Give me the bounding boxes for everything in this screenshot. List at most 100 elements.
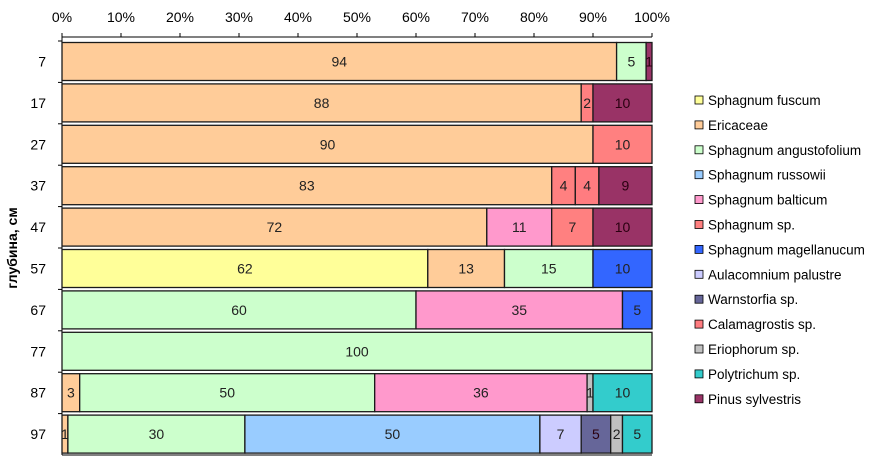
bar-segment — [61, 166, 553, 206]
bar-segment — [61, 83, 582, 123]
data-label: 11 — [512, 219, 527, 235]
bar-segment — [592, 248, 653, 289]
legend-label: Pinus sylvestris — [708, 392, 801, 407]
bar-segment — [621, 290, 653, 330]
legend-label: Ericaceae — [708, 118, 768, 133]
data-label: 2 — [613, 426, 621, 442]
data-label: 30 — [149, 426, 165, 442]
legend-swatch — [694, 319, 704, 329]
legend-label: Polytrichum sp. — [708, 367, 800, 382]
data-label: 72 — [267, 219, 283, 235]
legend-label: Sphagnum sp. — [708, 218, 795, 233]
data-label: 10 — [615, 261, 631, 277]
data-label: 10 — [615, 136, 631, 152]
legend-swatch — [694, 394, 704, 404]
data-label: 13 — [458, 261, 474, 277]
bar-segment — [79, 373, 376, 413]
data-label: 60 — [231, 302, 247, 318]
data-label: 9 — [622, 178, 630, 194]
y-tick-label: 27 — [30, 136, 46, 152]
bar-segment — [592, 83, 653, 123]
legend-label: Warnstorfia sp. — [708, 292, 798, 307]
data-label: 7 — [568, 219, 576, 235]
legend-swatch — [694, 244, 704, 254]
x-tick-label: 80% — [520, 9, 548, 25]
x-tick-label: 0% — [52, 9, 72, 25]
legend-swatch — [694, 145, 704, 155]
x-tick-label: 20% — [166, 9, 194, 25]
bar-segment — [592, 124, 653, 164]
data-label: 4 — [583, 178, 591, 194]
bar-segment — [61, 124, 594, 164]
y-tick-label: 67 — [30, 302, 46, 318]
data-label: 1 — [645, 54, 653, 70]
data-label: 90 — [320, 136, 336, 152]
x-tick-label: 100% — [634, 9, 670, 25]
x-tick-label: 50% — [343, 9, 371, 25]
bar-segment — [427, 248, 506, 289]
legend-label: Calamagrostis sp. — [708, 317, 816, 332]
x-tick-label: 70% — [461, 9, 489, 25]
legend-label: Sphagnum balticum — [708, 193, 827, 208]
data-label: 5 — [627, 54, 635, 70]
y-tick-label: 57 — [30, 261, 46, 277]
data-label: 3 — [67, 385, 75, 401]
x-tick-label: 90% — [579, 9, 607, 25]
bar-segment — [539, 414, 582, 454]
y-tick-label: 47 — [30, 219, 46, 235]
legend-swatch — [694, 344, 704, 354]
x-tick-label: 60% — [402, 9, 430, 25]
legend-swatch — [694, 369, 704, 379]
bar-segment — [592, 207, 653, 247]
bar-segment — [61, 41, 618, 82]
data-label: 5 — [633, 426, 641, 442]
bar-segment — [621, 414, 653, 454]
x-tick-label: 40% — [284, 9, 312, 25]
legend-label: Sphagnum magellanucum — [708, 242, 865, 257]
data-label: 50 — [385, 426, 401, 442]
data-label: 5 — [592, 426, 600, 442]
legend-label: Sphagnum russowii — [708, 168, 826, 183]
x-tick-label: 10% — [107, 9, 135, 25]
legend-label: Aulacomnium palustre — [708, 267, 842, 282]
y-tick-label: 7 — [38, 54, 46, 70]
data-label: 50 — [219, 385, 235, 401]
legend-swatch — [694, 269, 704, 279]
data-label: 36 — [473, 385, 489, 401]
data-label: 62 — [237, 261, 253, 277]
bar-segment — [374, 373, 588, 413]
y-tick-label: 77 — [30, 343, 46, 359]
legend-swatch — [694, 95, 704, 105]
data-label: 2 — [583, 95, 591, 111]
legend-swatch — [694, 294, 704, 304]
data-label: 100 — [345, 343, 369, 359]
data-label: 83 — [299, 178, 315, 194]
data-label: 7 — [557, 426, 565, 442]
legend-label: Eriophorum sp. — [708, 342, 800, 357]
legend-swatch — [694, 195, 704, 205]
y-tick-label: 97 — [30, 426, 46, 442]
data-label: 4 — [560, 178, 568, 194]
legend-swatch — [694, 170, 704, 180]
data-label: 94 — [332, 54, 348, 70]
data-label: 10 — [615, 95, 631, 111]
bar-segment — [61, 331, 653, 371]
bar-segment — [415, 290, 624, 330]
bar-segment — [551, 207, 594, 247]
y-tick-label: 37 — [30, 178, 46, 194]
data-label: 1 — [61, 426, 69, 442]
data-label: 35 — [511, 302, 527, 318]
bar-segment — [61, 207, 488, 247]
bar-segment — [486, 207, 553, 247]
y-axis-title: глубина, см — [4, 207, 20, 288]
data-label: 15 — [541, 261, 557, 277]
y-tick-label: 17 — [30, 95, 46, 111]
data-label: 88 — [314, 95, 330, 111]
data-label: 10 — [615, 219, 631, 235]
legend-label: Sphagnum angustofolium — [708, 143, 861, 158]
bar-segment — [592, 373, 653, 413]
data-label: 5 — [633, 302, 641, 318]
bar-segment — [61, 248, 429, 289]
x-tick-label: 30% — [225, 9, 253, 25]
